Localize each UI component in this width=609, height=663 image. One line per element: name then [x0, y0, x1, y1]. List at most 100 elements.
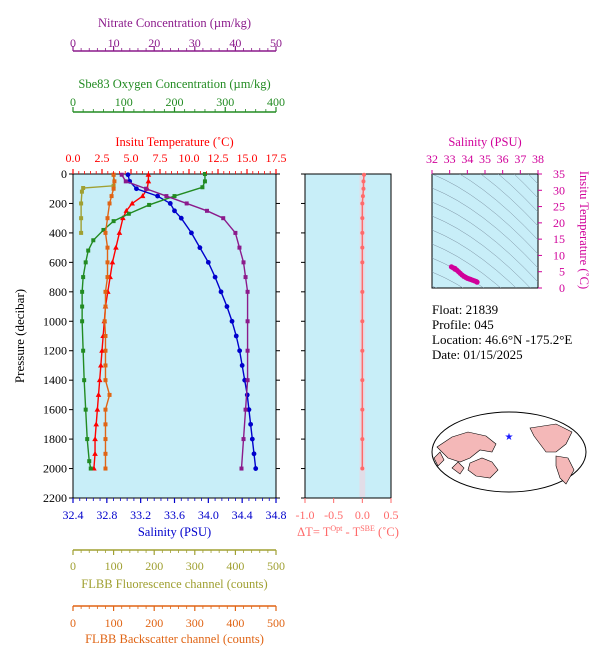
temperature-point	[120, 215, 126, 221]
ts-y-tick-label: 25	[553, 200, 565, 214]
delta-t-point	[360, 201, 365, 206]
nitrate-point	[245, 348, 250, 353]
world-map: ★	[431, 411, 587, 493]
backscatter-tick-label: 300	[186, 616, 204, 630]
map-land-south-america	[555, 455, 575, 485]
backscatter-tick-label: 500	[267, 616, 285, 630]
backscatter-point	[105, 245, 110, 250]
pressure-tick-label: 1000	[43, 314, 67, 328]
delta-t-series	[359, 172, 367, 497]
backscatter-point	[103, 422, 108, 427]
backscatter-point	[103, 348, 108, 353]
delta-t-title-prefix: ΔT= T	[297, 525, 331, 539]
salinity-line	[127, 174, 257, 469]
ts-density-contour	[432, 243, 502, 288]
main-profile-series	[79, 171, 259, 471]
temperature-tick-label: 10.0	[179, 151, 200, 165]
nitrate-point	[164, 194, 169, 199]
salinity-point	[178, 215, 184, 221]
pressure-tick-label: 1400	[43, 373, 67, 387]
pressure-tick-label: 2000	[43, 462, 67, 476]
nitrate-tick-label: 30	[189, 36, 201, 50]
ts-y-tick-label: 35	[553, 167, 565, 181]
delta-t-point	[360, 378, 365, 383]
oxygen-point	[111, 219, 116, 224]
backscatter-point	[105, 260, 110, 265]
delta-t-point	[360, 260, 365, 265]
nitrate-point	[144, 186, 149, 191]
salinity-point	[125, 172, 131, 178]
backscatter-point	[102, 319, 107, 324]
oxygen-point	[80, 319, 85, 324]
salinity-axis-title: Salinity (PSU)	[138, 525, 211, 539]
delta-t-point	[360, 289, 365, 294]
ts-density-contour	[432, 229, 517, 288]
temperature-point	[129, 200, 135, 206]
ts-density-contour	[432, 215, 531, 288]
delta-t-point	[360, 194, 365, 199]
delta-t-point	[361, 179, 366, 184]
ts-diagram-axes: 32 33 34 35 36 37 38 Salinity (PSU) 0 5 10 15 20 25 30…	[426, 135, 591, 295]
backscatter-tick-label: 400	[226, 616, 244, 630]
temperature-point	[94, 406, 101, 412]
ts-x-axis-title: Salinity (PSU)	[448, 135, 521, 149]
fluorescence-point	[79, 201, 84, 206]
salinity-point	[233, 333, 239, 339]
ts-y-tick-label: 30	[553, 183, 565, 197]
backscatter-point	[103, 451, 108, 456]
temperature-point	[95, 391, 102, 397]
backscatter-point	[111, 172, 116, 177]
fluorescence-point	[79, 189, 84, 194]
delta-t-x-tick-label: 0.5	[384, 508, 399, 522]
salinity-point	[197, 245, 203, 251]
fluorescence-tick-label: 300	[186, 559, 204, 573]
nitrate-point	[245, 289, 250, 294]
nitrate-point	[123, 179, 128, 184]
ts-x-tick-label: 36	[497, 152, 509, 166]
pressure-tick-label: 400	[49, 226, 67, 240]
oxygen-axis-title: Sbe83 Oxygen Concentration (µm/kg)	[78, 77, 270, 91]
fluorescence-point	[79, 216, 84, 221]
temperature-tick-label: 15.0	[237, 151, 258, 165]
temperature-point	[113, 244, 119, 250]
profile-number: Profile: 045	[432, 317, 494, 332]
delta-t-x-tick-label: -1.0	[296, 508, 315, 522]
map-land-asia	[436, 431, 497, 463]
ts-y-tick-label: 15	[553, 232, 565, 246]
nitrate-tick-label: 10	[108, 36, 120, 50]
delta-t-title-suffix: (˚C)	[375, 525, 399, 539]
salinity-tick-label: 34.0	[198, 508, 219, 522]
ts-density-contour	[432, 187, 538, 269]
ts-diagram-panel	[431, 173, 539, 289]
nitrate-point	[241, 260, 246, 265]
temperature-tick-label: 17.5	[266, 151, 287, 165]
pressure-tick-label: 600	[49, 255, 67, 269]
ts-point	[454, 267, 460, 273]
oxygen-tick-label: 400	[267, 95, 285, 109]
nitrate-point	[245, 319, 250, 324]
fluorescence-point	[81, 185, 86, 190]
temperature-point	[145, 171, 152, 177]
temperature-point	[92, 436, 98, 442]
map-land-africa	[433, 451, 445, 467]
backscatter-point	[103, 304, 108, 309]
delta-t-point	[361, 186, 366, 191]
backscatter-point	[105, 275, 110, 280]
salinity-point	[248, 421, 254, 427]
delta-t-point	[360, 466, 365, 471]
nitrate-point	[243, 275, 248, 280]
nitrate-point	[221, 216, 226, 221]
map-land-north-america	[529, 423, 573, 453]
pressure-axis-label: Pressure (decibar)	[12, 289, 27, 383]
fluorescence-tick-label: 0	[70, 559, 76, 573]
temperature-tick-label: 5.0	[124, 151, 139, 165]
salinity-point	[172, 208, 177, 214]
fluorescence-tick-label: 400	[226, 559, 244, 573]
fluorescence-axis-title: FLBB Fluorescence channel (counts)	[81, 577, 267, 591]
temperature-point	[96, 377, 103, 383]
pressure-tick-label: 0	[61, 167, 67, 181]
ts-y-axis-title: Insitu Temperature (˚C)	[577, 171, 591, 289]
salinity-point	[251, 451, 257, 457]
backscatter-point	[105, 216, 110, 221]
nitrate-point	[241, 437, 246, 442]
